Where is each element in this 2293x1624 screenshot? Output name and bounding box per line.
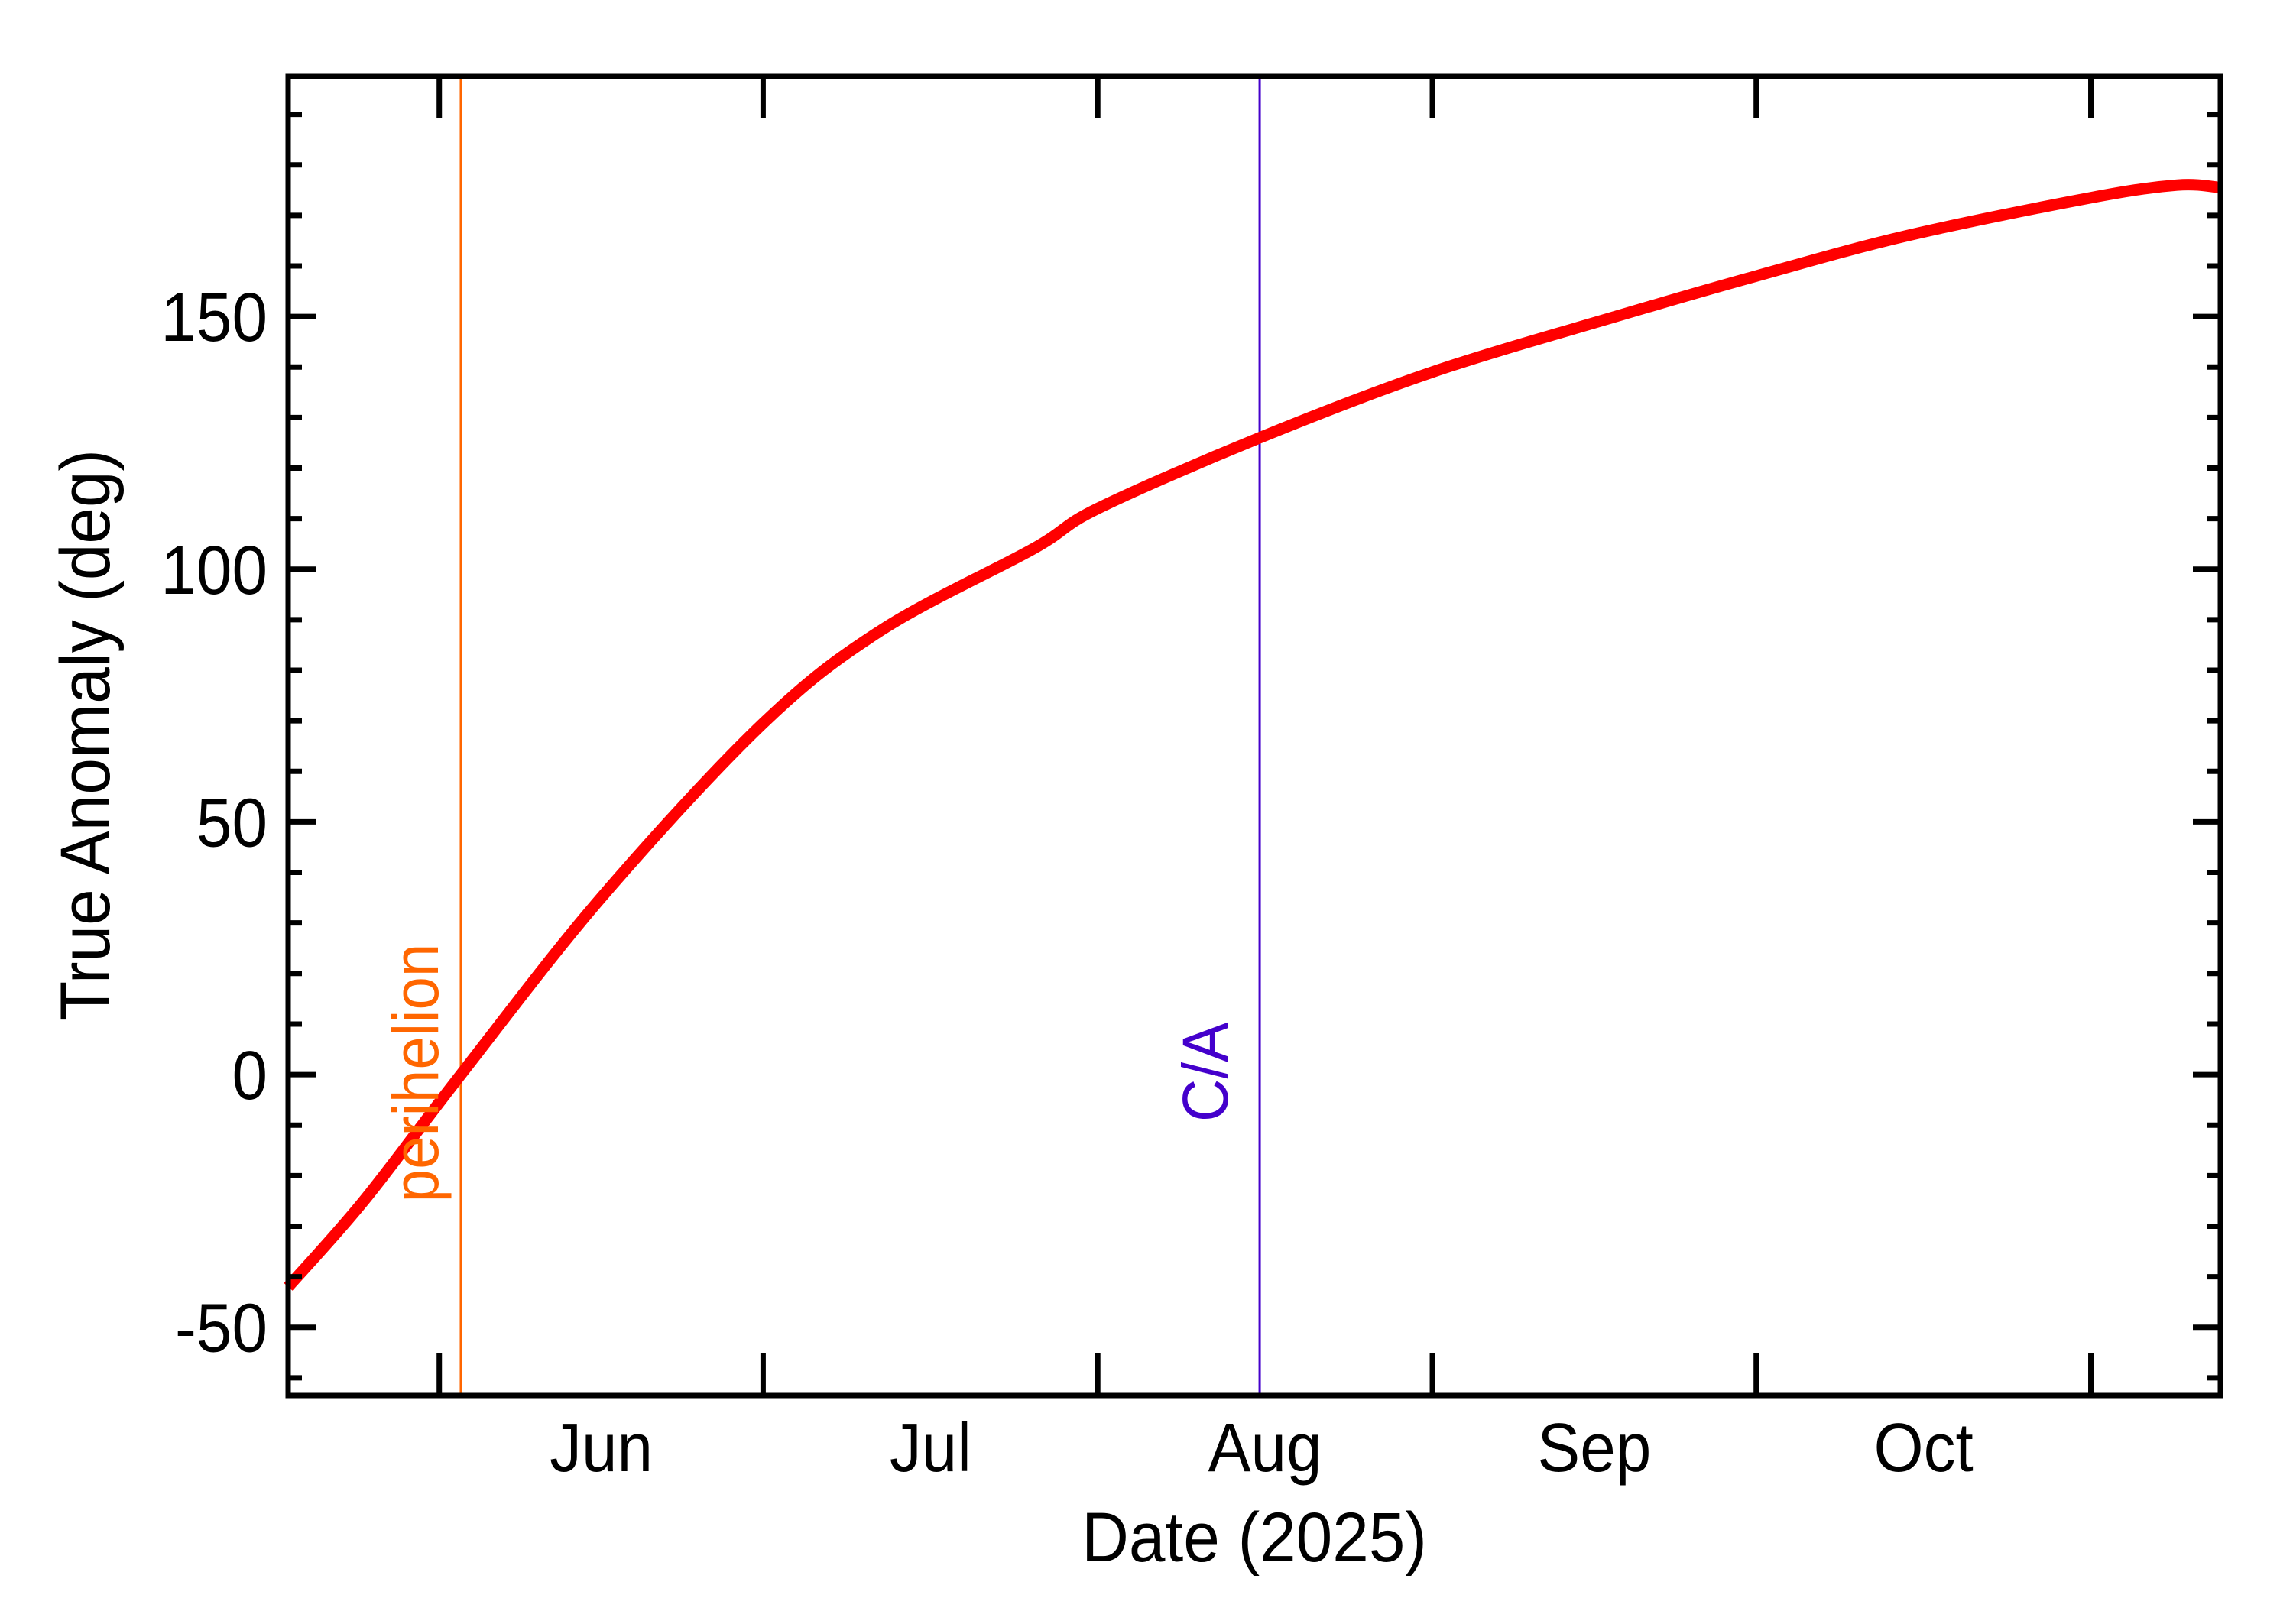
true-anomaly-series	[284, 179, 2221, 1291]
plot-frame	[285, 73, 2223, 1399]
event-marker-labels: perihelion C/A	[381, 944, 1241, 1203]
y-tick-label: 100	[161, 532, 268, 608]
x-tick-label-sep: Sep	[1537, 1409, 1651, 1486]
y-tick-label: 150	[161, 279, 268, 355]
x-tick-label-oct: Oct	[1874, 1409, 1974, 1486]
x-tick-label-aug: Aug	[1208, 1409, 1322, 1486]
x-tick-label-jun: Jun	[550, 1409, 653, 1486]
y-axis-title: True Anomaly (deg)	[46, 449, 125, 1021]
x-tick-label-jul: Jul	[890, 1409, 971, 1486]
perihelion-label: perihelion	[381, 944, 452, 1203]
x-axis-ticks: Jun Jul Aug Sep Oct	[436, 76, 2094, 1486]
x-axis-title: Date (2025)	[1082, 1498, 1427, 1577]
axes-box	[285, 73, 2223, 1399]
y-axis-ticks: -50 0 50 100 150	[161, 112, 2220, 1381]
true-anomaly-curve	[284, 179, 2221, 1291]
closest-approach-label: C/A	[1170, 1023, 1241, 1122]
y-tick-label: 50	[196, 785, 268, 861]
y-tick-label: -50	[175, 1290, 268, 1366]
y-tick-label: 0	[232, 1037, 268, 1113]
event-markers	[459, 76, 1261, 1395]
